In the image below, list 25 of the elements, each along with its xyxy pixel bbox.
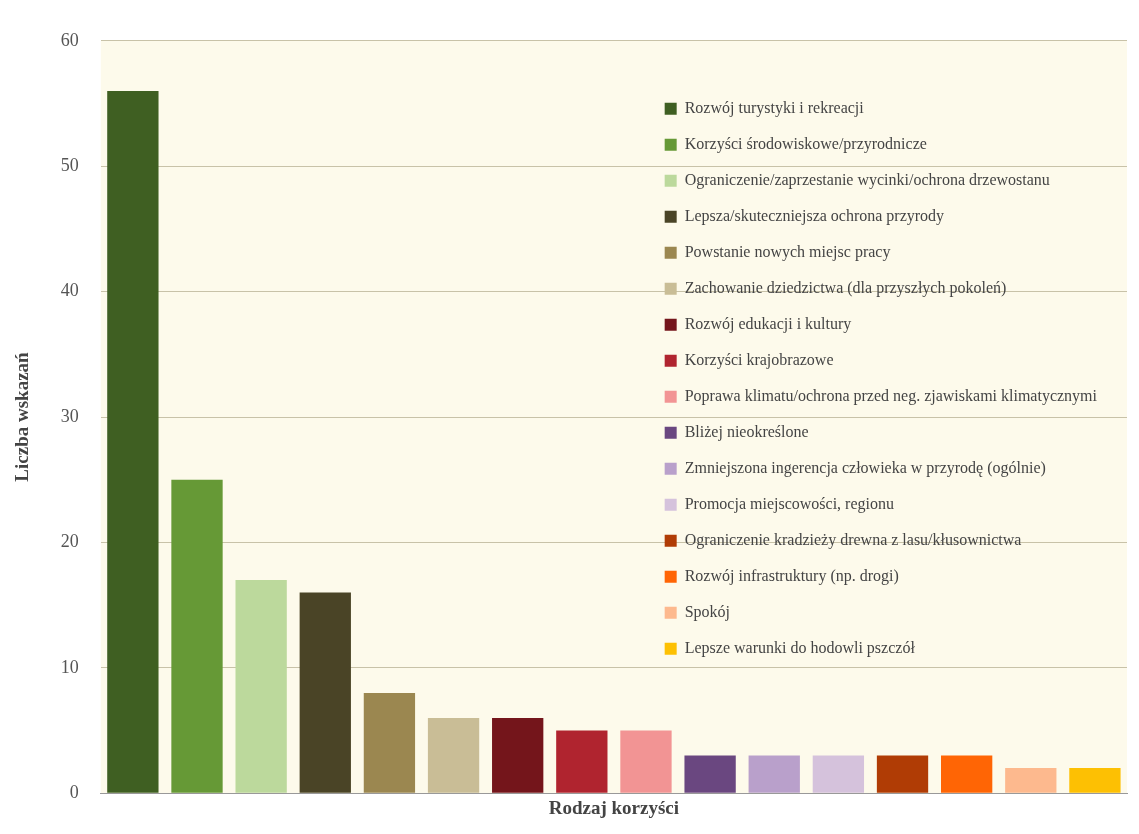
legend-label: Rozwój edukacji i kultury — [684, 315, 852, 333]
legend-label: Ograniczenie/zaprzestanie wycinki/ochrona drzewostanu — [684, 171, 1050, 189]
y-tick-label: 60 — [60, 29, 79, 50]
legend-label: Zachowanie dziedzictwa (dla przyszłych pokoleń) — [684, 279, 1007, 297]
legend-label: Zmniejszona ingerencja człowieka w przyrodę (ogólnie) — [684, 459, 1046, 477]
legend-label: Spokój — [684, 603, 731, 621]
legend-label: Ograniczenie kradzieży drewna z lasu/kłusownictwa — [684, 531, 1022, 549]
legend-label: Korzyści środowiskowe/przyrodnicze — [684, 135, 927, 153]
legend-label: Rozwój turystyki i rekreacji — [684, 99, 865, 117]
legend-label: Powstanie nowych miejsc pracy — [684, 243, 891, 261]
legend-label: Poprawa klimatu/ochrona przed neg. zjawiskami klimatycznymi — [684, 387, 1098, 405]
y-tick-label: 40 — [60, 280, 79, 301]
legend-label: Lepsza/skuteczniejsza ochrona przyrody — [684, 207, 945, 225]
legend-label: Korzyści krajobrazowe — [684, 351, 834, 369]
legend-label: Bliżej nieokreślone — [684, 423, 809, 441]
y-tick-label: 30 — [60, 405, 79, 426]
y-tick-label: 50 — [60, 154, 79, 175]
y-tick-label: 10 — [60, 656, 79, 677]
y-tick-label: 0 — [69, 781, 79, 802]
x-axis-title: Rodzaj korzyści — [548, 796, 680, 818]
y-tick-label: 20 — [60, 531, 79, 552]
legend-label: Lepsze warunki do hodowli pszczół — [684, 639, 916, 657]
y-axis-title: Liczba wskazań — [11, 351, 33, 482]
legend-label: Promocja miejscowości, regionu — [684, 495, 894, 513]
legend-label: Rozwój infrastruktury (np. drogi) — [684, 567, 899, 585]
